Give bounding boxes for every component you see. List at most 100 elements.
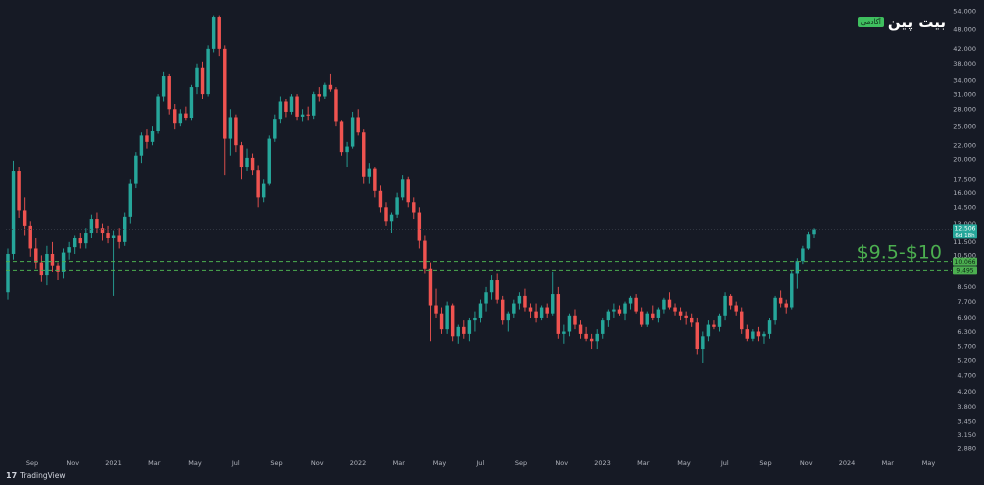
candle: [17, 167, 21, 218]
candle-body: [701, 336, 705, 350]
candle: [72, 235, 77, 254]
candle: [728, 294, 733, 310]
candle-body: [456, 326, 460, 337]
candle: [100, 223, 105, 241]
candle: [428, 262, 433, 342]
candle: [261, 179, 266, 203]
candle-body: [412, 202, 416, 213]
candle-body: [223, 48, 227, 139]
candle: [156, 94, 160, 134]
last-price-value: 12.506: [955, 226, 976, 233]
candle-body: [562, 331, 566, 334]
candle-body: [211, 17, 216, 49]
candle: [551, 271, 555, 316]
candle: [801, 245, 805, 265]
candle: [623, 301, 627, 321]
candle-body: [67, 247, 71, 253]
candle-body: [323, 84, 327, 97]
candle-body: [489, 280, 494, 293]
candle: [334, 87, 338, 127]
y-tick-label: 5.200: [957, 356, 976, 364]
candle: [790, 270, 794, 310]
candle-body: [161, 76, 166, 97]
candle: [489, 275, 494, 300]
candle-body: [245, 157, 249, 168]
tradingview-mark-icon: 17: [6, 471, 18, 480]
y-tick-label: 17.500: [953, 176, 976, 184]
candle: [523, 288, 527, 312]
candle-body: [17, 171, 21, 211]
candle-body: [273, 119, 277, 139]
candle-body: [806, 234, 811, 249]
y-tick-label: 5.700: [957, 343, 976, 351]
candle-body: [261, 183, 266, 198]
candle-body: [539, 307, 544, 318]
candle: [778, 290, 783, 308]
price-axis[interactable]: 54.000 48.000 42.000 38.000 34.000 31.000 28.0…: [953, 8, 977, 453]
x-tick-label: Jul: [475, 459, 484, 467]
candle: [500, 295, 505, 325]
candle: [139, 132, 144, 164]
candle: [445, 301, 449, 334]
candle: [812, 228, 816, 239]
candle-body: [512, 303, 516, 314]
last-price-label-bg: [953, 224, 977, 239]
candle-body: [189, 87, 194, 119]
candle-body: [56, 265, 60, 272]
candle-body: [350, 117, 355, 147]
candle-body: [712, 324, 716, 327]
candle: [134, 152, 138, 189]
candle-body: [306, 114, 310, 116]
candle-body: [795, 261, 800, 274]
time-axis[interactable]: Sep Nov 2021 Mar May Jul Sep Nov 2022 Mar May Jul Se…: [26, 459, 935, 467]
candle-body: [801, 248, 805, 262]
candle-body: [612, 309, 616, 312]
candle-body: [812, 229, 816, 235]
candle-body: [567, 315, 572, 332]
candle: [345, 141, 349, 168]
candle: [362, 129, 366, 184]
candle: [712, 320, 716, 330]
candle-body: [717, 315, 722, 327]
brand-name: بیت پین: [887, 13, 946, 31]
y-tick-label: 25.000: [953, 122, 976, 130]
last-price-countdown: 6d 18h: [955, 233, 975, 239]
candles: [6, 15, 816, 363]
candle: [701, 331, 705, 363]
candle-body: [450, 305, 455, 337]
y-tick-label: 48.000: [953, 25, 976, 33]
candle: [350, 111, 355, 149]
candle-body: [139, 135, 144, 156]
candle-body: [551, 294, 555, 314]
candle-body: [439, 313, 444, 330]
candle: [606, 309, 611, 327]
candle: [300, 109, 305, 122]
candle: [67, 241, 71, 260]
candle: [434, 288, 438, 318]
candle: [184, 106, 188, 121]
candle: [389, 212, 394, 234]
candle-body: [756, 331, 761, 337]
candle-body: [662, 299, 666, 310]
candle: [678, 307, 683, 321]
x-tick-label: Sep: [26, 459, 38, 467]
candle-body: [206, 48, 210, 95]
candle-body: [184, 113, 188, 119]
y-tick-label: 13.000: [953, 220, 976, 228]
candle: [467, 317, 472, 342]
candle: [734, 301, 738, 316]
candle: [740, 307, 744, 334]
candle-body: [217, 17, 221, 49]
candle: [150, 126, 155, 146]
candle: [195, 63, 199, 95]
candle-body: [117, 235, 121, 242]
candle-body: [278, 101, 283, 120]
candle: [439, 307, 444, 334]
candle-body: [684, 315, 688, 318]
tradingview-logo[interactable]: 17 TradingView: [6, 471, 65, 480]
candle: [495, 273, 499, 304]
brand-logo: آکادمی بیت پین: [857, 13, 946, 31]
candle-body: [695, 322, 699, 350]
